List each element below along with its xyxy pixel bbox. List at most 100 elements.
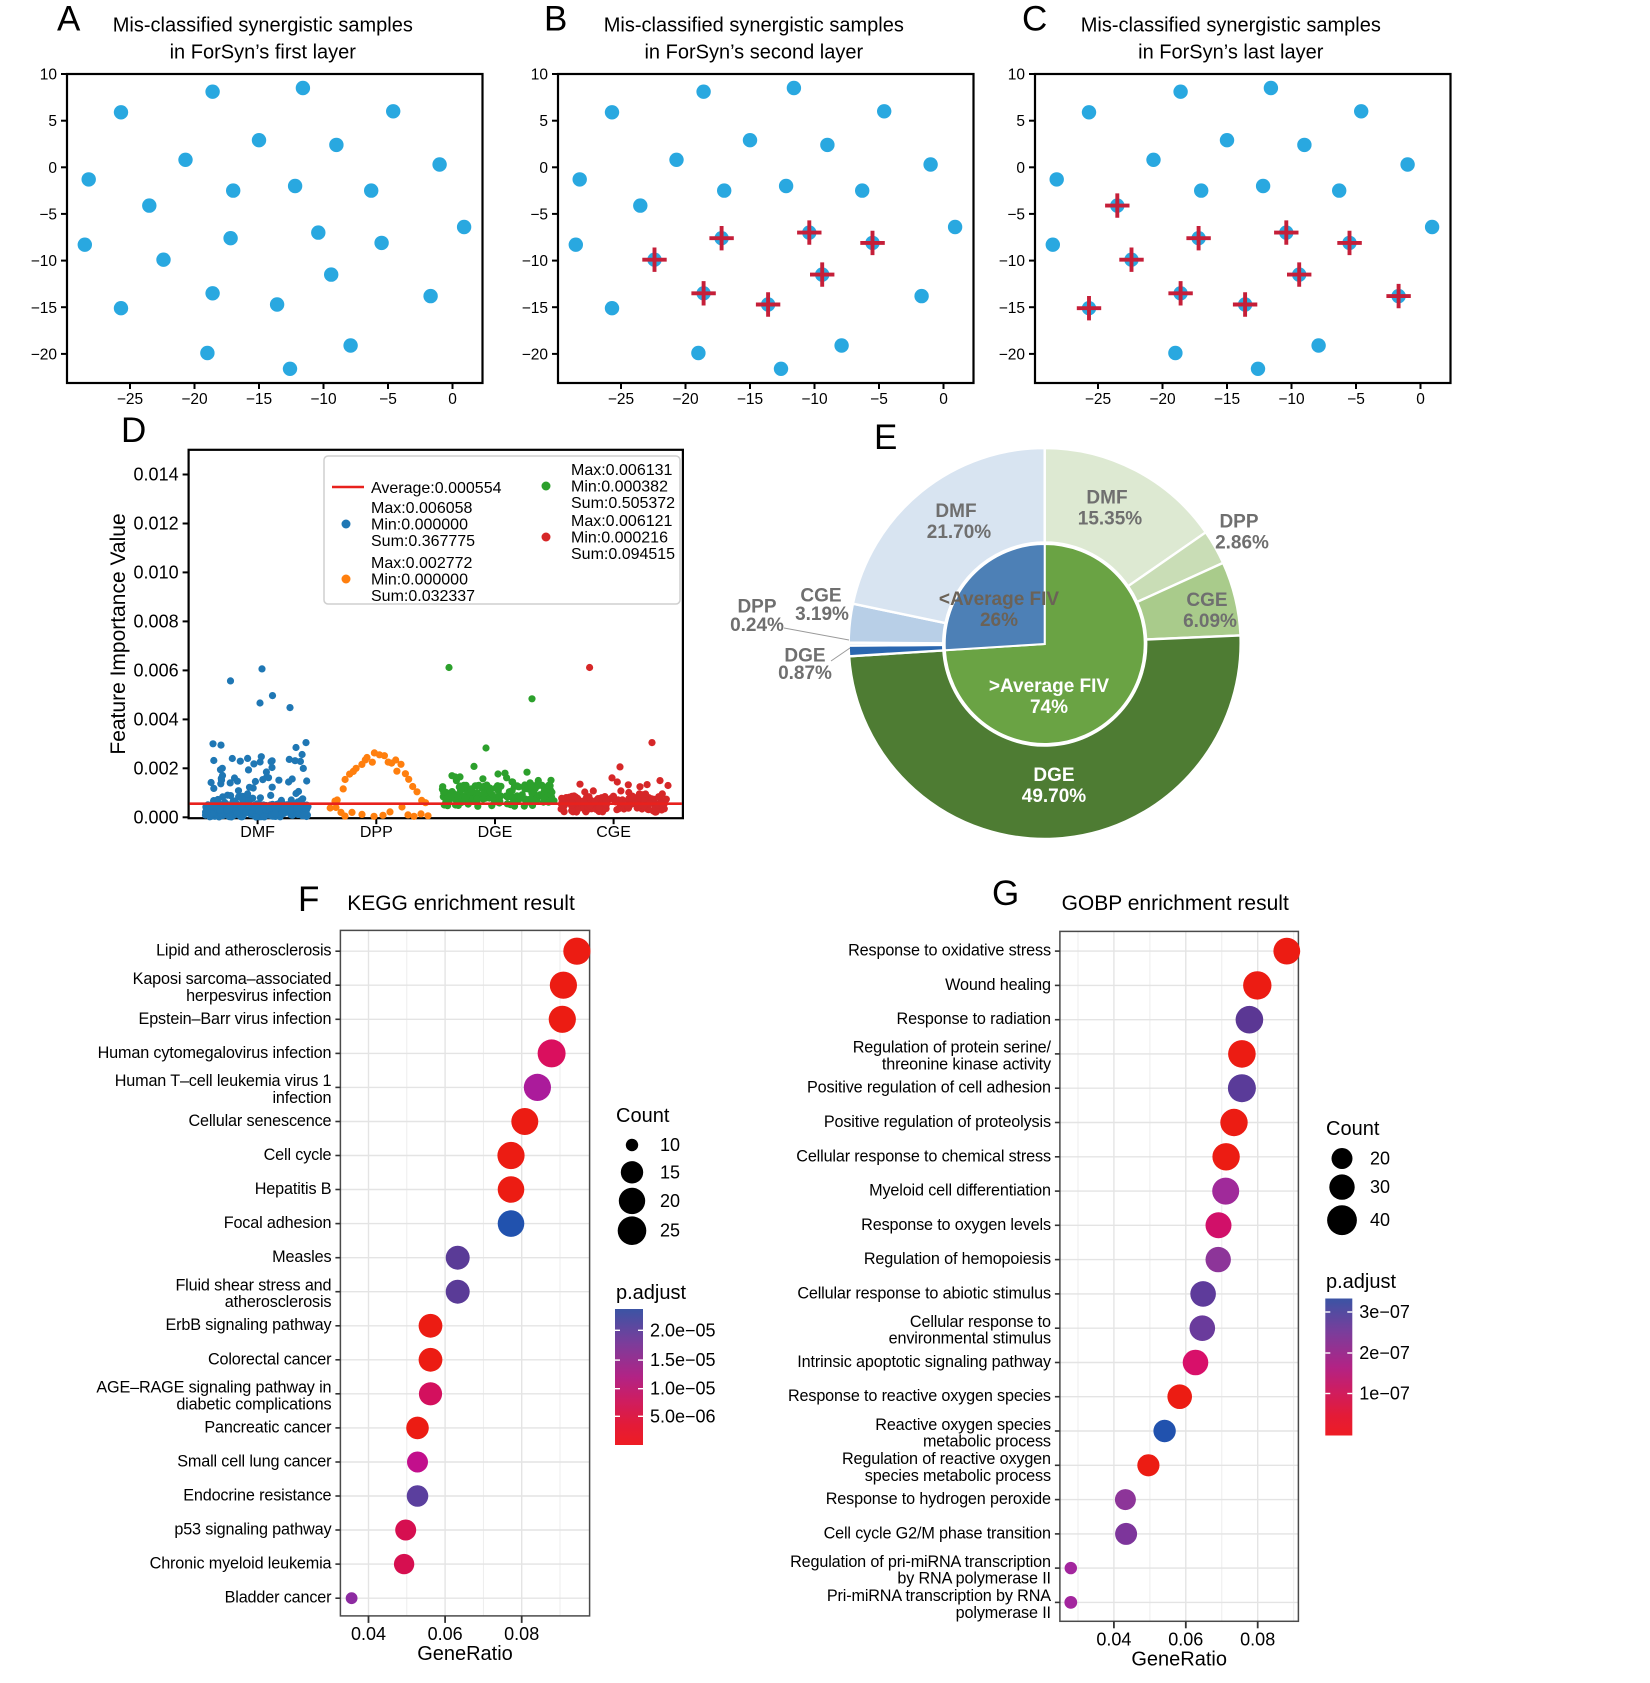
svg-text:0: 0 xyxy=(1416,391,1425,408)
svg-text:0.010: 0.010 xyxy=(134,562,179,582)
svg-text:0.04: 0.04 xyxy=(1096,1629,1131,1649)
svg-text:−10: −10 xyxy=(522,253,549,270)
svg-text:F: F xyxy=(298,880,319,919)
svg-text:−25: −25 xyxy=(117,391,143,408)
svg-text:−15: −15 xyxy=(737,391,763,408)
svg-text:>Average FIV: >Average FIV xyxy=(989,676,1110,697)
svg-text:Min:0.000000: Min:0.000000 xyxy=(371,572,468,589)
svg-text:0.24%: 0.24% xyxy=(730,615,784,636)
svg-text:Small cell lung cancer: Small cell lung cancer xyxy=(177,1453,332,1471)
svg-text:2.86%: 2.86% xyxy=(1215,533,1269,554)
svg-text:Wound healing: Wound healing xyxy=(945,976,1051,994)
svg-text:Max:0.006121: Max:0.006121 xyxy=(571,513,673,530)
svg-text:Pri-miRNA transcription by RNA: Pri-miRNA transcription by RNA xyxy=(827,1587,1051,1605)
svg-text:Response to oxygen levels: Response to oxygen levels xyxy=(861,1216,1051,1234)
svg-text:AGE–RAGE signaling pathway in: AGE–RAGE signaling pathway in xyxy=(96,1379,331,1397)
svg-text:Cellular response to chemical: Cellular response to chemical stress xyxy=(796,1147,1051,1165)
svg-text:Hepatitis B: Hepatitis B xyxy=(255,1180,332,1198)
svg-text:5: 5 xyxy=(539,113,548,130)
svg-text:2e−07: 2e−07 xyxy=(1359,1343,1410,1363)
svg-text:D: D xyxy=(121,411,146,450)
svg-text:DPP: DPP xyxy=(360,824,393,841)
svg-text:KEGG enrichment result: KEGG enrichment result xyxy=(347,892,575,915)
svg-text:Mis-classified synergistic sam: Mis-classified synergistic samples xyxy=(1081,15,1381,37)
svg-text:Max:0.002772: Max:0.002772 xyxy=(371,555,473,572)
svg-text:10: 10 xyxy=(1008,67,1026,84)
svg-text:Kaposi sarcoma–associated: Kaposi sarcoma–associated xyxy=(133,970,332,988)
svg-text:Cellular response to: Cellular response to xyxy=(910,1313,1051,1331)
svg-text:Count: Count xyxy=(1326,1118,1380,1140)
svg-text:in ForSyn’s second layer: in ForSyn’s second layer xyxy=(644,42,863,64)
svg-text:0.004: 0.004 xyxy=(134,709,179,729)
svg-text:B: B xyxy=(544,0,567,39)
svg-text:0: 0 xyxy=(1016,160,1025,177)
svg-text:−15: −15 xyxy=(999,300,1025,317)
svg-text:Positive regulation of proteol: Positive regulation of proteolysis xyxy=(824,1113,1051,1131)
svg-text:Sum:0.094515: Sum:0.094515 xyxy=(571,546,675,563)
svg-text:Fluid shear stress and: Fluid shear stress and xyxy=(175,1277,331,1295)
svg-text:Sum:0.367775: Sum:0.367775 xyxy=(371,533,475,550)
svg-text:Pancreatic cancer: Pancreatic cancer xyxy=(204,1418,332,1436)
svg-text:0.002: 0.002 xyxy=(134,758,179,778)
svg-text:Regulation of pri-miRNA transc: Regulation of pri-miRNA transcription xyxy=(790,1553,1051,1571)
svg-text:2.0e−05: 2.0e−05 xyxy=(650,1320,716,1340)
svg-text:0.08: 0.08 xyxy=(504,1624,539,1644)
svg-text:infection: infection xyxy=(272,1089,331,1107)
svg-text:−15: −15 xyxy=(522,300,548,317)
svg-text:3e−07: 3e−07 xyxy=(1359,1302,1410,1322)
svg-text:0.014: 0.014 xyxy=(134,465,179,485)
svg-text:species metabolic process: species metabolic process xyxy=(865,1467,1051,1485)
svg-text:1.5e−05: 1.5e−05 xyxy=(650,1350,716,1370)
svg-text:GOBP enrichment result: GOBP enrichment result xyxy=(1062,892,1289,915)
svg-text:0.006: 0.006 xyxy=(134,660,179,680)
svg-text:−20: −20 xyxy=(1149,391,1176,408)
svg-text:0.08: 0.08 xyxy=(1240,1629,1275,1649)
svg-text:atherosclerosis: atherosclerosis xyxy=(225,1293,332,1311)
svg-text:1e−07: 1e−07 xyxy=(1359,1384,1410,1404)
svg-text:26%: 26% xyxy=(980,610,1018,631)
svg-text:−10: −10 xyxy=(999,253,1026,270)
svg-text:in ForSyn’s last layer: in ForSyn’s last layer xyxy=(1138,42,1324,64)
svg-text:−20: −20 xyxy=(31,346,58,363)
svg-text:Measles: Measles xyxy=(272,1248,331,1266)
svg-text:5.0e−06: 5.0e−06 xyxy=(650,1406,716,1426)
svg-text:Bladder cancer: Bladder cancer xyxy=(225,1589,333,1607)
svg-text:by RNA polymerase II: by RNA polymerase II xyxy=(897,1570,1051,1588)
svg-text:Cellular senescence: Cellular senescence xyxy=(188,1112,331,1130)
svg-text:DGE: DGE xyxy=(1033,765,1074,786)
svg-text:Epstein–Barr virus infection: Epstein–Barr virus infection xyxy=(139,1010,332,1028)
svg-text:49.70%: 49.70% xyxy=(1022,786,1087,807)
svg-text:−15: −15 xyxy=(31,300,57,317)
svg-text:DGE: DGE xyxy=(784,646,825,667)
svg-text:74%: 74% xyxy=(1030,697,1068,718)
svg-text:5: 5 xyxy=(48,113,57,130)
svg-text:Chronic myeloid leukemia: Chronic myeloid leukemia xyxy=(150,1555,332,1573)
svg-text:Lipid and atherosclerosis: Lipid and atherosclerosis xyxy=(156,942,331,960)
svg-text:Mis-classified synergistic sam: Mis-classified synergistic samples xyxy=(604,15,904,37)
svg-text:−15: −15 xyxy=(246,391,272,408)
svg-text:Response to hydrogen peroxide: Response to hydrogen peroxide xyxy=(826,1490,1051,1508)
svg-text:40: 40 xyxy=(1370,1210,1390,1230)
svg-text:−25: −25 xyxy=(1085,391,1111,408)
svg-text:A: A xyxy=(57,0,81,39)
svg-text:GeneRatio: GeneRatio xyxy=(1131,1648,1227,1670)
svg-text:diabetic complications: diabetic complications xyxy=(176,1395,331,1413)
svg-text:Max:0.006058: Max:0.006058 xyxy=(371,500,473,517)
svg-text:p.adjust: p.adjust xyxy=(616,1282,686,1304)
svg-text:−5: −5 xyxy=(870,391,888,408)
svg-text:CGE: CGE xyxy=(1186,590,1227,611)
svg-text:−20: −20 xyxy=(672,391,699,408)
svg-text:5: 5 xyxy=(1016,113,1025,130)
svg-text:DPP: DPP xyxy=(1219,512,1258,533)
svg-text:10: 10 xyxy=(531,67,549,84)
svg-text:CGE: CGE xyxy=(596,824,631,841)
svg-text:30: 30 xyxy=(1370,1177,1390,1197)
svg-text:Cellular response to abiotic s: Cellular response to abiotic stimulus xyxy=(797,1284,1051,1302)
svg-text:G: G xyxy=(992,874,1019,913)
svg-text:−10: −10 xyxy=(310,391,337,408)
svg-text:0: 0 xyxy=(939,391,948,408)
svg-text:p53 signaling pathway: p53 signaling pathway xyxy=(174,1521,332,1539)
svg-text:<Average FIV: <Average FIV xyxy=(939,589,1060,610)
svg-text:Cell cycle G2/M phase transiti: Cell cycle G2/M phase transition xyxy=(824,1524,1051,1542)
svg-text:−10: −10 xyxy=(801,391,828,408)
